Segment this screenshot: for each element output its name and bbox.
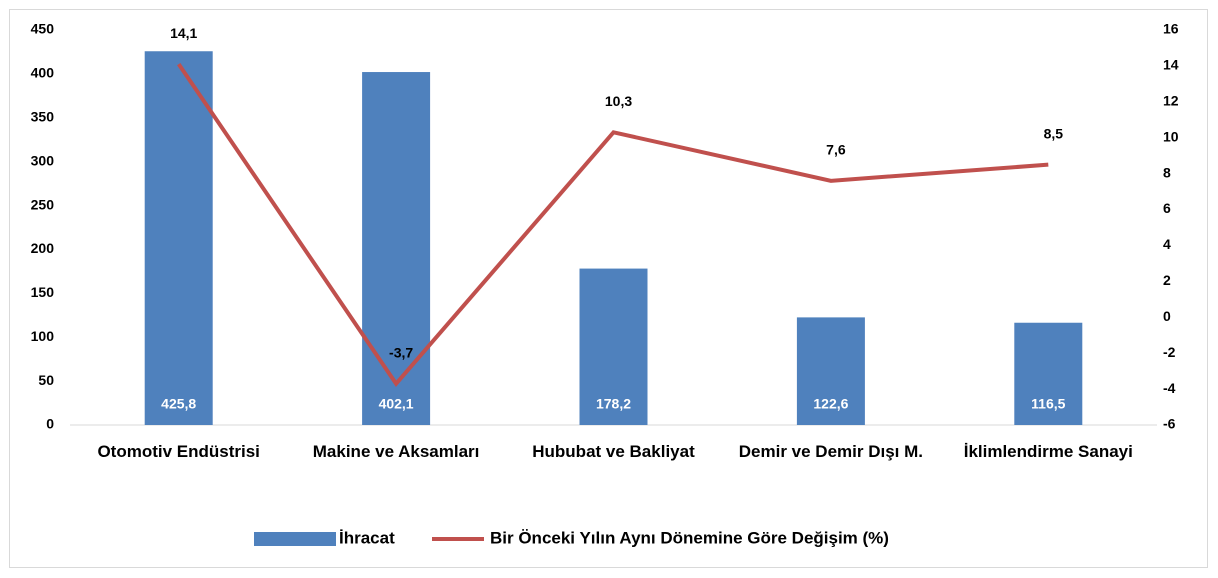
x-tick-label: Demir ve Demir Dışı M. bbox=[738, 442, 924, 461]
y-tick-label: 350 bbox=[31, 108, 55, 124]
bar-value-label: 402,1 bbox=[379, 396, 414, 412]
y2-tick-label: -6 bbox=[1163, 416, 1176, 432]
y2-tick-label: -2 bbox=[1163, 344, 1176, 360]
bar-value-label: 425,8 bbox=[161, 396, 196, 412]
y2-tick-label: 16 bbox=[1163, 21, 1179, 37]
y2-tick-label: 8 bbox=[1163, 164, 1171, 180]
bar-value-label: 178,2 bbox=[596, 396, 631, 412]
bar-value-label: 122,6 bbox=[813, 396, 848, 412]
bar-value-label: 116,5 bbox=[1031, 396, 1065, 412]
y-tick-label: 300 bbox=[31, 152, 55, 168]
line-value-label: 10,3 bbox=[605, 93, 632, 109]
y-tick-label: 450 bbox=[31, 21, 55, 37]
y2-tick-label: 12 bbox=[1163, 93, 1179, 109]
legend-label: İhracat bbox=[339, 528, 395, 547]
bar bbox=[579, 268, 648, 425]
y2-tick-label: 14 bbox=[1163, 57, 1179, 73]
y-tick-label: 150 bbox=[31, 284, 55, 300]
y2-tick-label: -4 bbox=[1163, 380, 1176, 396]
bar bbox=[144, 51, 213, 426]
x-tick-label: Makine ve Aksamları bbox=[312, 442, 480, 461]
x-tick-label: İklimlendirme Sanayi bbox=[963, 442, 1133, 461]
line bbox=[177, 62, 1049, 387]
y-tick-label: 100 bbox=[31, 328, 55, 344]
y-tick-label: 400 bbox=[31, 65, 55, 81]
y2-tick-label: 2 bbox=[1163, 272, 1171, 288]
y-tick-label: 50 bbox=[38, 372, 54, 388]
line-value-label: 8,5 bbox=[1044, 125, 1064, 141]
x-tick-label: Otomotiv Endüstrisi bbox=[97, 442, 260, 461]
line-value-label: -3,7 bbox=[389, 344, 413, 360]
y2-tick-label: 0 bbox=[1163, 308, 1171, 324]
x-tick-label: Hububat ve Bakliyat bbox=[532, 442, 695, 461]
line-value-label: 7,6 bbox=[826, 142, 846, 158]
legend-swatch bbox=[254, 532, 336, 546]
line-value-label: 14,1 bbox=[170, 25, 197, 41]
y2-tick-label: 4 bbox=[1163, 236, 1171, 252]
y-tick-label: 250 bbox=[31, 196, 55, 212]
bar bbox=[796, 317, 865, 425]
y-tick-label: 200 bbox=[31, 240, 55, 256]
y2-tick-label: 6 bbox=[1163, 200, 1171, 216]
legend-label: Bir Önceki Yılın Aynı Dönemine Göre Deği… bbox=[490, 528, 889, 547]
bar bbox=[1014, 322, 1083, 425]
y-tick-label: 0 bbox=[46, 416, 54, 432]
bar bbox=[362, 72, 431, 425]
y2-tick-label: 10 bbox=[1163, 128, 1179, 144]
